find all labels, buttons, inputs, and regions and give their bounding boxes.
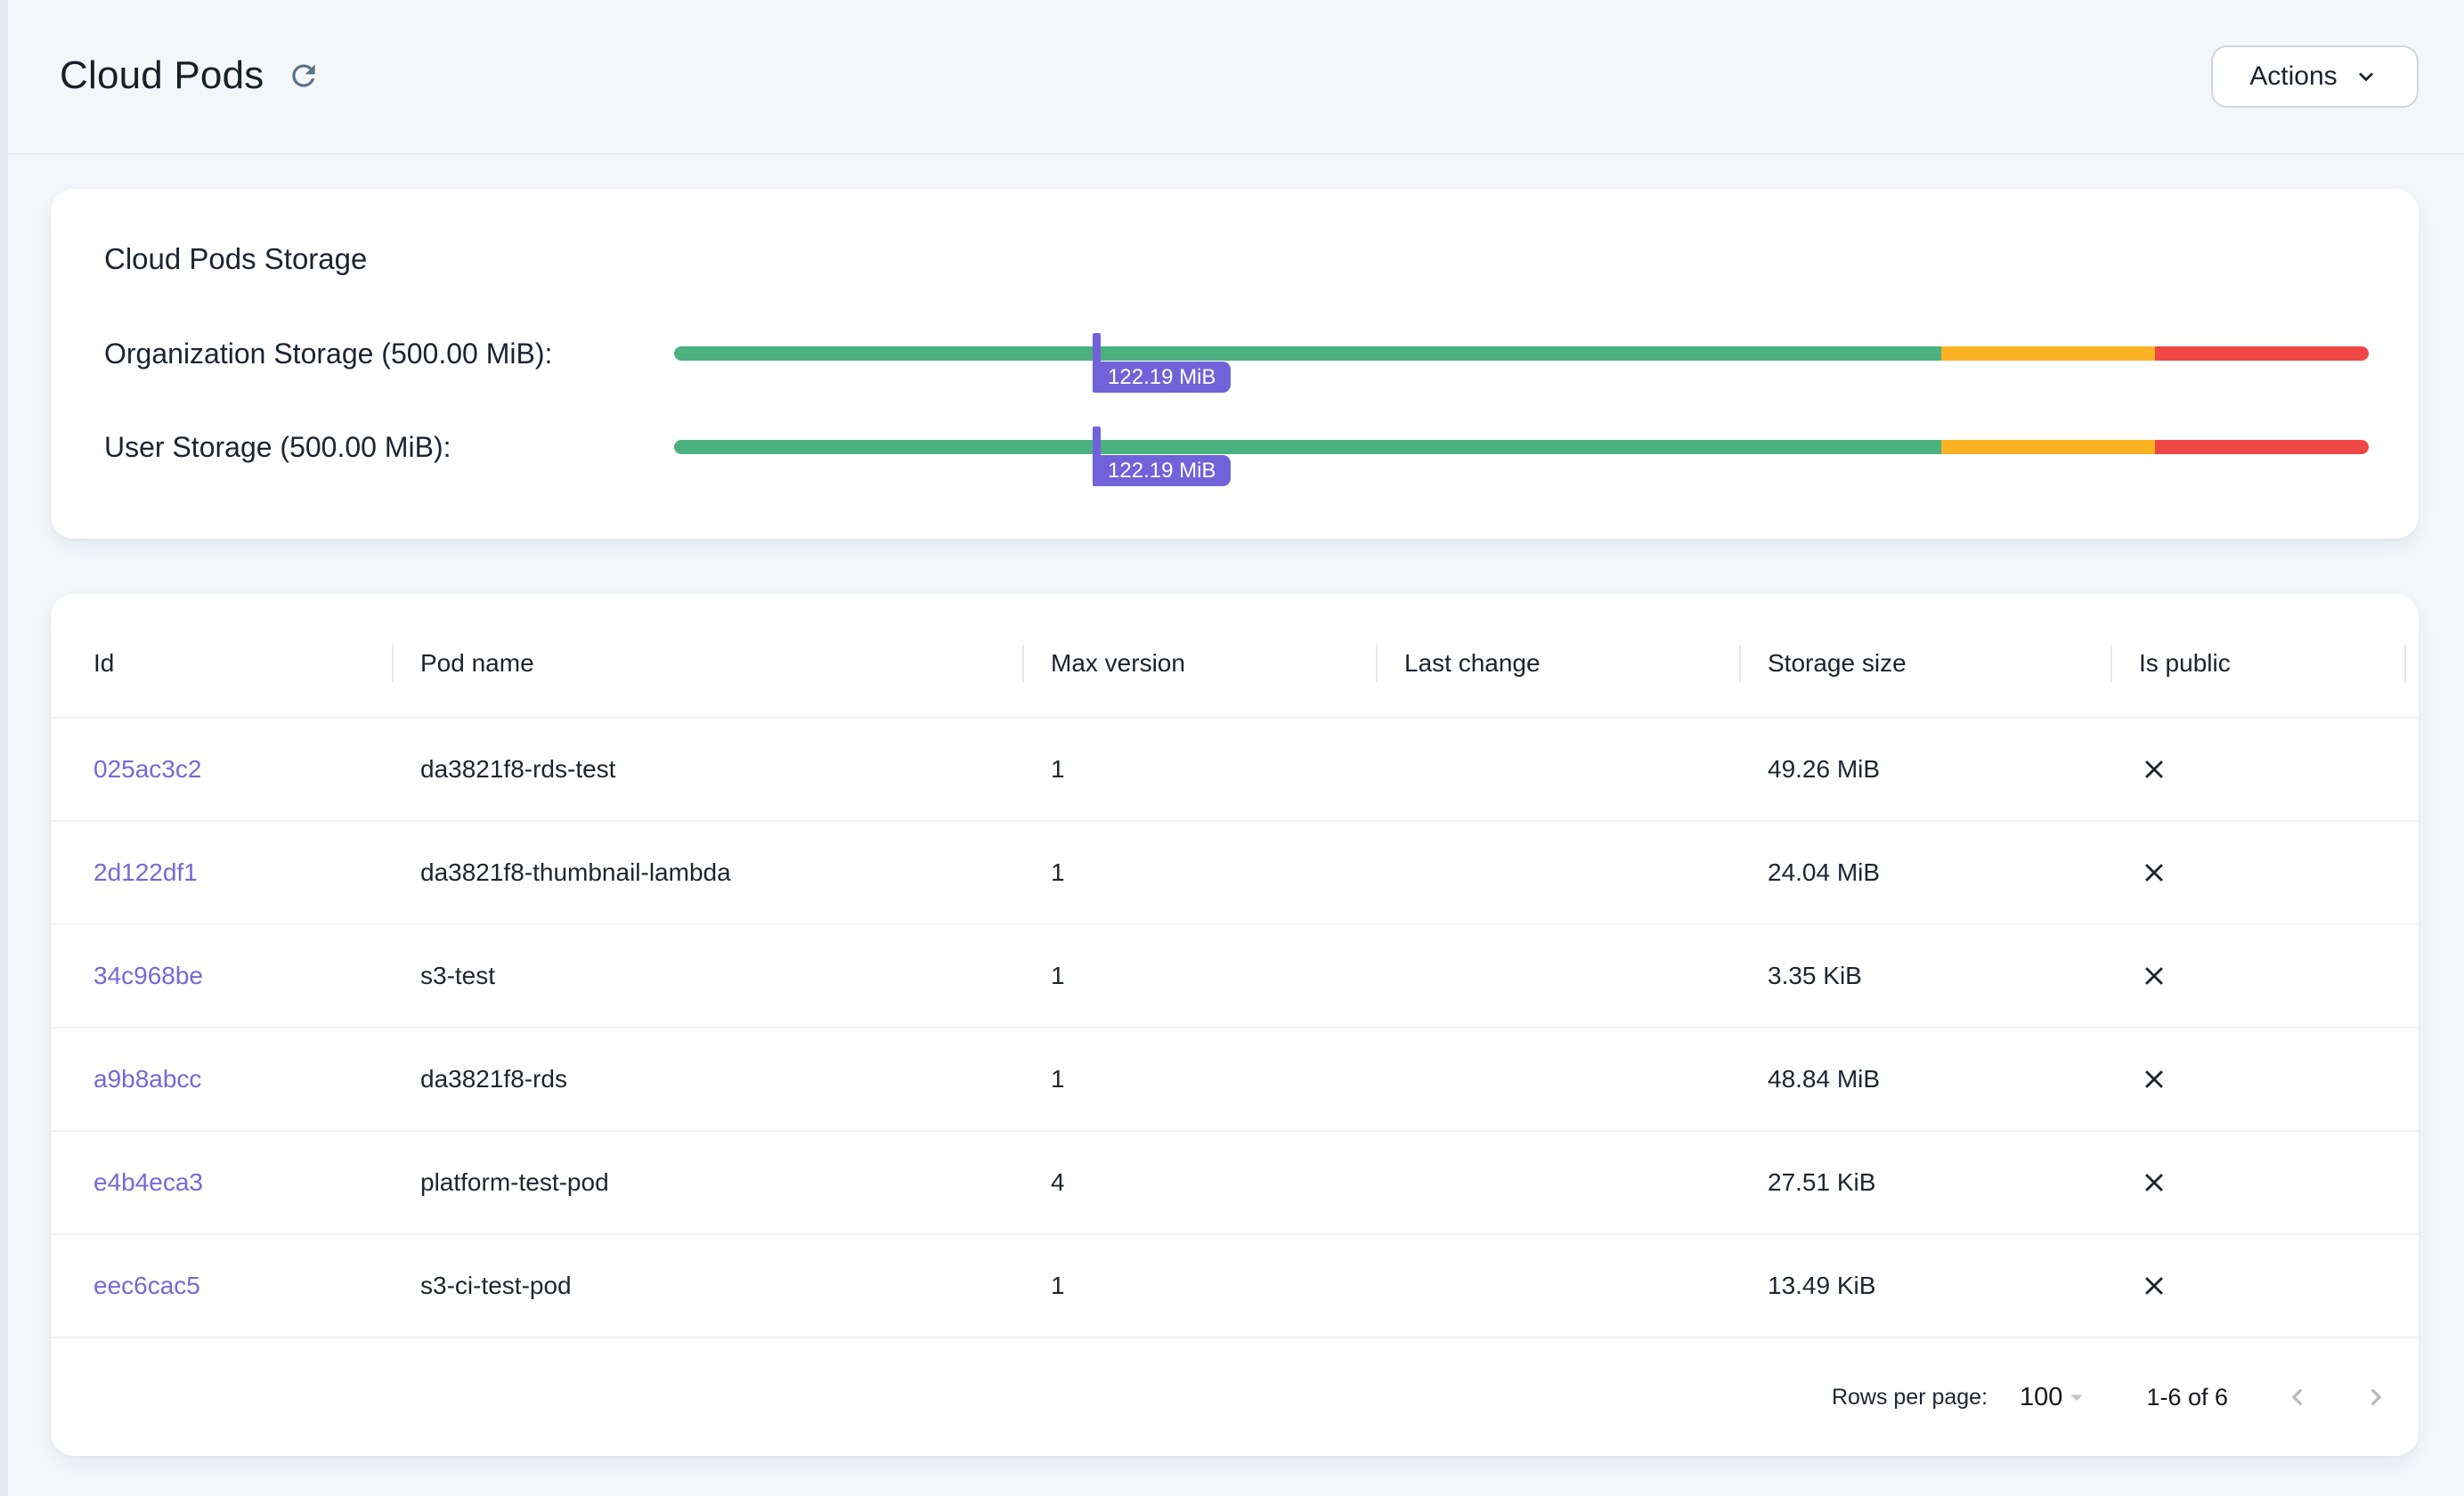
actions-button-label: Actions	[2249, 61, 2338, 91]
cell-max-version: 1	[1051, 755, 1065, 783]
cell-is-public	[2110, 1167, 2404, 1198]
cloud-pods-table-card: Id Pod name Max version Last change Stor…	[51, 594, 2419, 1456]
cell-storage-size: 13.49 KiB	[1768, 1272, 1876, 1299]
column-header-max-version[interactable]: Max version	[1022, 649, 1376, 678]
cell-storage-size: 24.04 MiB	[1768, 858, 1881, 886]
actions-button[interactable]: Actions	[2211, 45, 2419, 108]
user-storage-bar: 122.19 MiB	[674, 427, 2369, 486]
cell-id: a9b8abcc	[51, 1065, 392, 1094]
cell-id: 025ac3c2	[51, 755, 392, 784]
bar-segment-red	[2155, 440, 2369, 454]
bar-segment-green	[674, 440, 1942, 454]
cell-is-public	[2110, 1064, 2404, 1094]
chevron-left-icon	[2291, 1388, 2303, 1406]
chevron-down-icon	[2358, 72, 2373, 82]
cell-pod-name: da3821f8-thumbnail-lambda	[420, 858, 731, 886]
table-row: 025ac3c2 da3821f8-rds-test 1 49.26 MiB	[51, 719, 2419, 822]
usage-value-badge: 122.19 MiB	[1093, 362, 1232, 393]
cell-id: 34c968be	[51, 962, 392, 990]
cell-id: e4b4eca3	[51, 1168, 392, 1197]
close-icon	[2145, 760, 2163, 778]
bar-segment-green	[674, 346, 1942, 361]
cell-pod-name: da3821f8-rds	[420, 1065, 568, 1093]
refresh-button[interactable]	[287, 59, 321, 93]
chevron-right-icon	[2370, 1388, 2382, 1406]
bar-segment-red	[2155, 346, 2369, 361]
cell-pod-name: platform-test-pod	[420, 1168, 609, 1196]
cell-is-public	[2110, 754, 2404, 785]
column-header-storage-size[interactable]: Storage size	[1739, 649, 2110, 678]
previous-page-button[interactable]	[2280, 1379, 2315, 1415]
rows-per-page-select[interactable]: 100	[2020, 1383, 2091, 1412]
cell-is-public	[2110, 858, 2404, 888]
cell-is-public	[2110, 1271, 2404, 1301]
cell-max-version: 4	[1051, 1168, 1065, 1196]
user-storage-label: User Storage (500.00 MiB):	[104, 430, 451, 463]
table-body: 025ac3c2 da3821f8-rds-test 1 49.26 MiB 2…	[51, 719, 2419, 1338]
cell-is-public	[2110, 961, 2404, 991]
cell-pod-name: da3821f8-rds-test	[420, 755, 616, 783]
rows-per-page-value: 100	[2020, 1382, 2063, 1411]
table-row: a9b8abcc da3821f8-rds 1 48.84 MiB	[51, 1028, 2419, 1132]
cell-max-version: 1	[1051, 962, 1065, 989]
rows-per-page-label: Rows per page:	[1831, 1384, 1988, 1410]
page-title: Cloud Pods	[60, 53, 264, 97]
table-row: eec6cac5 s3-ci-test-pod 1 13.49 KiB	[51, 1235, 2419, 1338]
table-header-row: Id Pod name Max version Last change Stor…	[51, 594, 2419, 719]
pod-id-link[interactable]: 2d122df1	[94, 858, 198, 886]
page-header: Cloud Pods Actions	[8, 0, 2464, 155]
user-storage-row: User Storage (500.00 MiB): 122.19 MiB	[104, 419, 2369, 486]
organization-storage-label: Organization Storage (500.00 MiB):	[104, 337, 553, 370]
column-header-id[interactable]: Id	[94, 649, 115, 677]
cell-storage-size: 27.51 KiB	[1768, 1168, 1876, 1196]
next-page-button[interactable]	[2358, 1379, 2394, 1415]
cell-max-version: 1	[1051, 1272, 1065, 1299]
close-icon	[2145, 1070, 2163, 1088]
bar-segment-orange	[1941, 346, 2156, 361]
cell-pod-name: s3-ci-test-pod	[420, 1272, 572, 1299]
close-icon	[2145, 967, 2163, 985]
cell-max-version: 1	[1051, 858, 1065, 886]
close-icon	[2145, 1174, 2163, 1191]
pod-id-link[interactable]: 025ac3c2	[94, 755, 202, 783]
pod-id-link[interactable]: eec6cac5	[94, 1272, 200, 1299]
cell-id: 2d122df1	[51, 858, 392, 887]
close-icon	[2145, 1277, 2163, 1295]
organization-storage-row: Organization Storage (500.00 MiB): 122.1…	[104, 325, 2369, 393]
column-header-is-public[interactable]: Is public	[2110, 649, 2404, 678]
table-row: 34c968be s3-test 1 3.35 KiB	[51, 925, 2419, 1028]
close-icon	[2145, 864, 2163, 882]
organization-storage-bar: 122.19 MiB	[674, 333, 2369, 393]
pod-id-link[interactable]: a9b8abcc	[94, 1065, 202, 1093]
storage-card-title: Cloud Pods Storage	[104, 242, 368, 275]
column-header-pod-name[interactable]: Pod name	[392, 649, 1022, 678]
refresh-icon	[292, 64, 316, 87]
left-edge-strip	[0, 0, 8, 1496]
table-footer: Rows per page: 100 1-6 of 6	[51, 1338, 2419, 1456]
cell-storage-size: 49.26 MiB	[1768, 755, 1881, 783]
cloud-pods-storage-card: Cloud Pods Storage Organization Storage …	[51, 189, 2419, 539]
pod-id-link[interactable]: e4b4eca3	[94, 1168, 204, 1196]
cell-storage-size: 3.35 KiB	[1768, 962, 1862, 989]
column-header-last-change[interactable]: Last change	[1376, 649, 1739, 678]
table-row: e4b4eca3 platform-test-pod 4 27.51 KiB	[51, 1132, 2419, 1235]
arrow-drop-down-icon	[2070, 1394, 2084, 1401]
usage-value-badge: 122.19 MiB	[1093, 455, 1232, 486]
cell-max-version: 1	[1051, 1065, 1065, 1093]
cell-pod-name: s3-test	[420, 962, 496, 989]
pod-id-link[interactable]: 34c968be	[94, 962, 204, 989]
pagination-range-label: 1-6 of 6	[2146, 1383, 2228, 1411]
bar-segment-orange	[1941, 440, 2156, 454]
cell-id: eec6cac5	[51, 1272, 392, 1300]
table-row: 2d122df1 da3821f8-thumbnail-lambda 1 24.…	[51, 822, 2419, 925]
cell-storage-size: 48.84 MiB	[1768, 1065, 1881, 1093]
